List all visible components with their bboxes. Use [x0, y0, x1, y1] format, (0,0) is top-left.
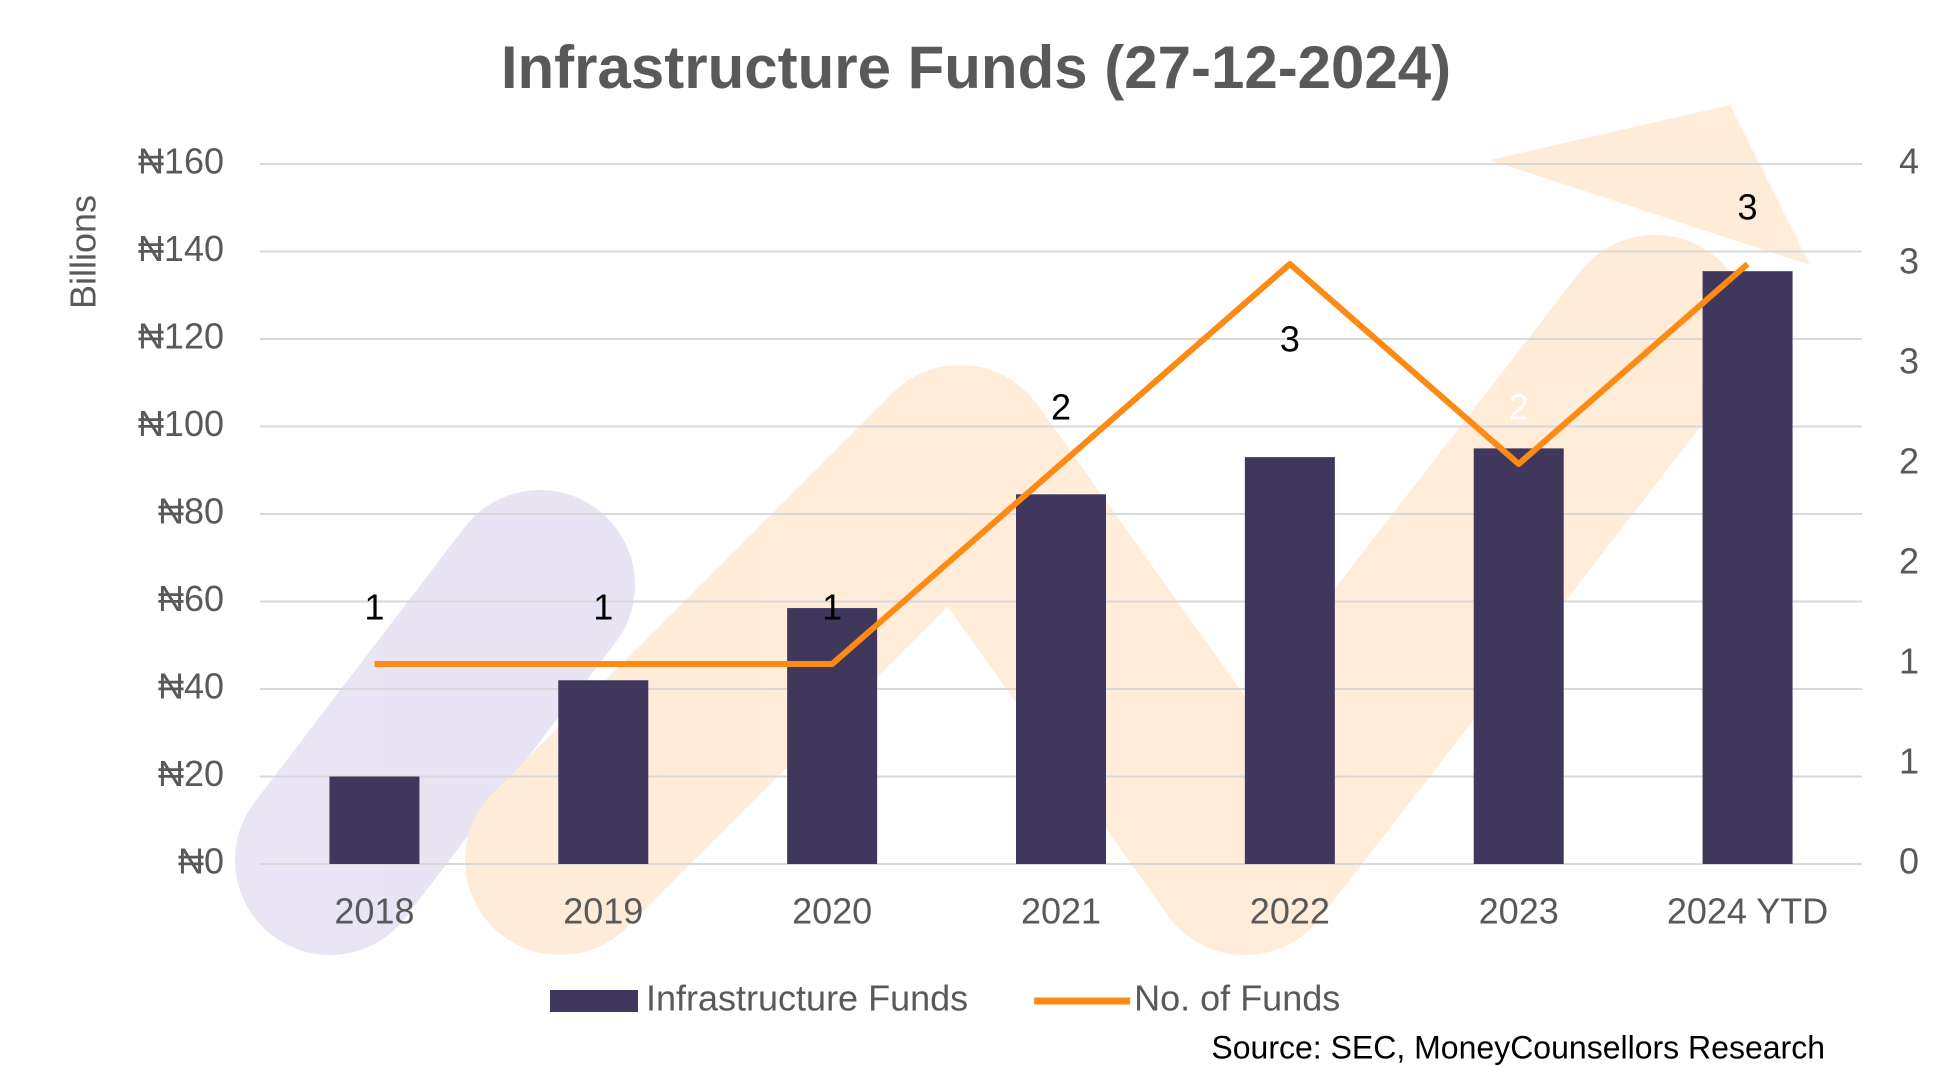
- y-tick-label: ₦0: [178, 841, 224, 882]
- data-label: 1: [822, 587, 842, 628]
- x-tick-label: 2024 YTD: [1667, 891, 1828, 932]
- y-tick-label: ₦80: [158, 491, 224, 532]
- y-tick-label: ₦20: [158, 753, 224, 794]
- y2-tick-label: 3: [1899, 341, 1919, 382]
- x-tick-label: 2018: [334, 891, 414, 932]
- watermark-arrowhead: [1490, 105, 1810, 265]
- legend-swatch: [550, 990, 638, 1012]
- data-label: 1: [593, 587, 613, 628]
- x-tick-label: 2021: [1021, 891, 1101, 932]
- data-label: 2: [1509, 387, 1529, 428]
- line: [374, 261, 1750, 667]
- bar: [1244, 457, 1335, 864]
- bar: [787, 608, 878, 864]
- bar: [329, 776, 420, 864]
- y2-tick-label: 4: [1899, 141, 1919, 182]
- data-label: 3: [1280, 319, 1300, 360]
- bar: [1702, 271, 1793, 864]
- y-tick-label: ₦120: [138, 316, 224, 357]
- y2-tick-label: 1: [1899, 741, 1919, 782]
- y-axis-label: Billions: [63, 195, 104, 309]
- x-tick-label: 2019: [563, 891, 643, 932]
- y-tick-label: ₦40: [158, 666, 224, 707]
- data-label: 2: [1051, 387, 1071, 428]
- bar: [558, 680, 649, 864]
- y2-tick-label: 3: [1899, 241, 1919, 282]
- legend-label: Infrastructure Funds: [646, 978, 968, 1019]
- y-tick-label: ₦160: [138, 141, 224, 182]
- bar: [1016, 494, 1106, 864]
- source-note: Source: SEC, MoneyCounsellors Research: [1211, 1029, 1825, 1065]
- y2-tick-label: 1: [1899, 641, 1919, 682]
- y2-tick-label: 0: [1899, 841, 1919, 882]
- y-tick-label: ₦140: [138, 228, 224, 269]
- x-tick-label: 2022: [1250, 891, 1330, 932]
- x-tick-label: 2020: [792, 891, 872, 932]
- y2-tick-label: 2: [1899, 541, 1919, 582]
- y-tick-label: ₦100: [138, 403, 224, 444]
- chart-title: Infrastructure Funds (27-12-2024): [501, 34, 1451, 101]
- legend-label: No. of Funds: [1134, 978, 1340, 1019]
- x-tick-label: 2023: [1479, 891, 1559, 932]
- y2-tick-label: 2: [1899, 441, 1919, 482]
- bar: [1473, 448, 1564, 864]
- y-tick-label: ₦60: [158, 578, 224, 619]
- data-label: 1: [364, 587, 384, 628]
- data-label: 3: [1738, 187, 1758, 228]
